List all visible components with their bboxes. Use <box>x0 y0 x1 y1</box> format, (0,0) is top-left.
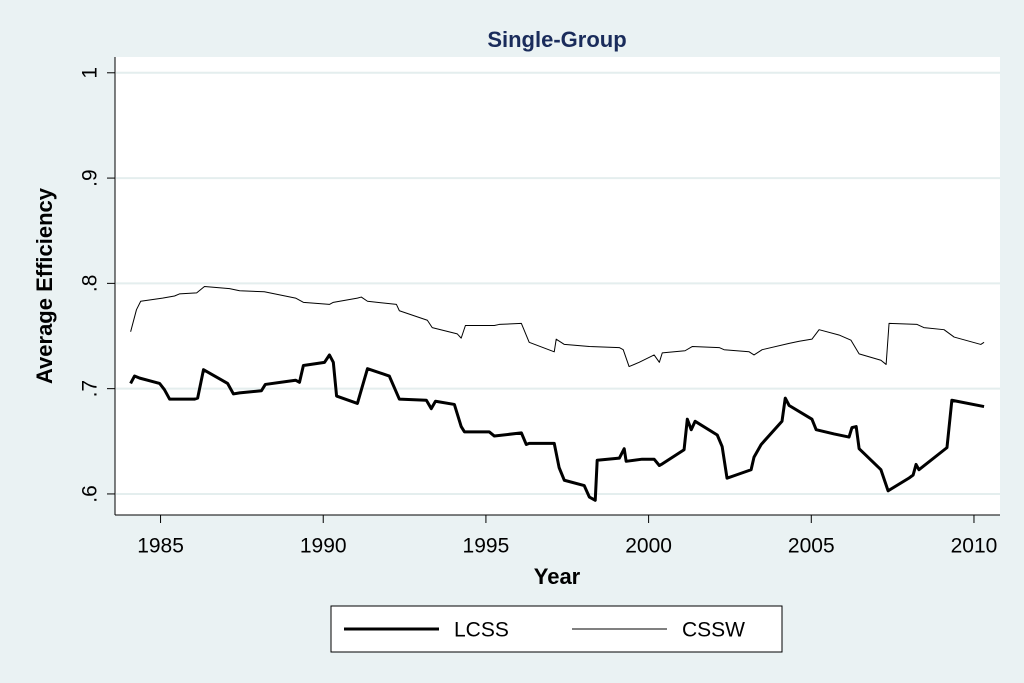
y-tick-label: .9 <box>79 169 102 187</box>
y-tick-label: .6 <box>79 485 102 503</box>
y-tick-label: 1 <box>79 67 102 79</box>
series-line <box>130 286 985 368</box>
x-tick-label: 2010 <box>951 535 998 558</box>
y-tick-label: .8 <box>79 275 102 293</box>
chart-title: Single-Group <box>487 27 626 52</box>
y-axis-title: Average Efficiency <box>32 187 57 384</box>
series-line <box>129 353 985 502</box>
plot-area <box>115 57 1000 515</box>
x-axis-title: Year <box>534 564 581 589</box>
legend-label: CSSW <box>682 619 745 642</box>
legend-label: LCSS <box>454 619 509 642</box>
x-tick-label: 2005 <box>788 535 835 558</box>
x-tick-label: 1990 <box>300 535 347 558</box>
x-tick-label: 1995 <box>463 535 510 558</box>
x-tick-label: 1985 <box>137 535 184 558</box>
x-tick-label: 2000 <box>625 535 672 558</box>
y-tick-label: .7 <box>79 380 102 398</box>
